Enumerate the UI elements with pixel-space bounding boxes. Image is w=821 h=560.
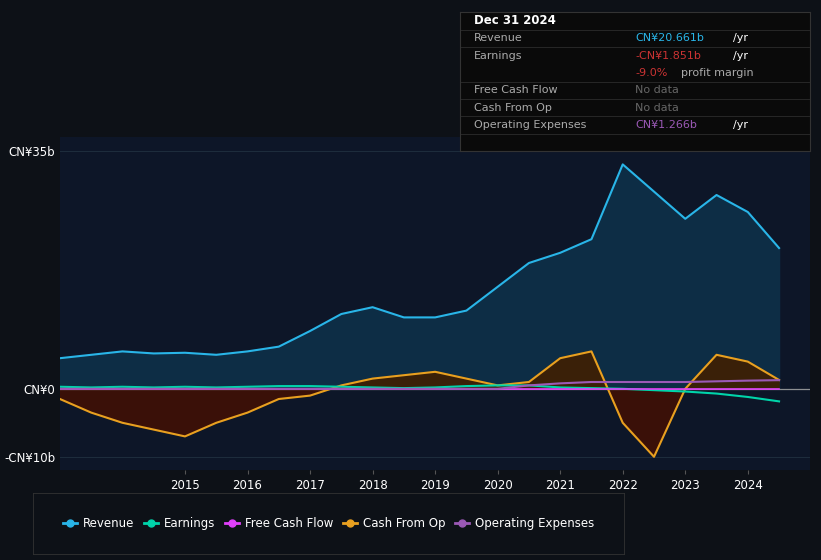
- Text: Operating Expenses: Operating Expenses: [474, 120, 586, 130]
- Text: CN¥1.266b: CN¥1.266b: [635, 120, 697, 130]
- Text: profit margin: profit margin: [681, 68, 753, 78]
- Text: Cash From Op: Cash From Op: [474, 103, 552, 113]
- Text: -9.0%: -9.0%: [635, 68, 667, 78]
- Text: /yr: /yr: [733, 34, 748, 43]
- Legend: Revenue, Earnings, Free Cash Flow, Cash From Op, Operating Expenses: Revenue, Earnings, Free Cash Flow, Cash …: [57, 511, 600, 536]
- Text: No data: No data: [635, 86, 679, 95]
- Text: -CN¥1.851b: -CN¥1.851b: [635, 51, 701, 60]
- Text: Free Cash Flow: Free Cash Flow: [474, 86, 557, 95]
- Text: Dec 31 2024: Dec 31 2024: [474, 15, 556, 27]
- Text: Revenue: Revenue: [474, 34, 522, 43]
- Text: /yr: /yr: [733, 120, 748, 130]
- Text: Earnings: Earnings: [474, 51, 522, 60]
- Text: /yr: /yr: [733, 51, 748, 60]
- Text: No data: No data: [635, 103, 679, 113]
- Text: CN¥20.661b: CN¥20.661b: [635, 34, 704, 43]
